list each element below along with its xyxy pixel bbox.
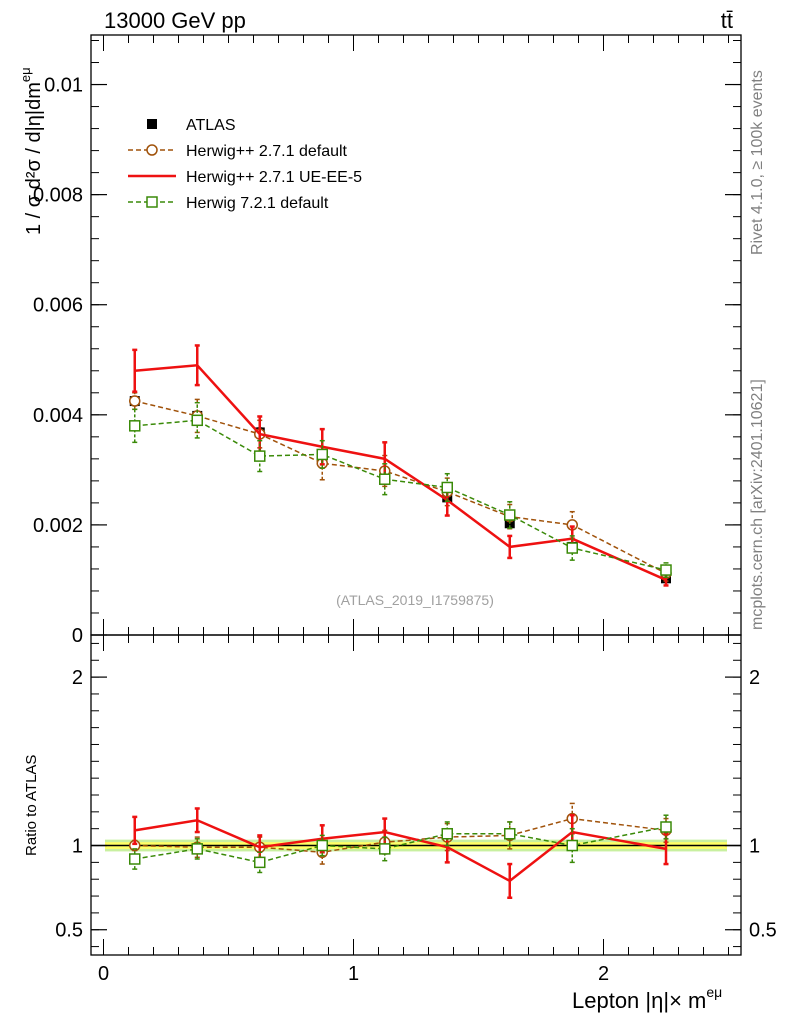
ratio-y-tick-label-right: 0.5 <box>749 920 777 942</box>
main-ylabel: 1 / σ d²σ / d|η|dmeμ <box>18 67 45 235</box>
data-point <box>316 448 328 461</box>
process-label: tt̄ <box>721 8 733 33</box>
legend-item-herwig-7-2-1-default: Herwig 7.2.1 default <box>128 195 329 212</box>
rivet-label: Rivet 4.1.0, ≥ 100k events <box>749 70 766 255</box>
data-point <box>191 414 203 427</box>
x-tick-label: 1 <box>348 963 359 985</box>
ratio-panel: 0.5 0.5 1 1 2 2 0 1 2 <box>55 634 777 985</box>
data-point <box>504 509 516 521</box>
data-point <box>129 853 141 865</box>
x-tick-label: 0 <box>98 963 109 985</box>
data-point <box>566 839 578 852</box>
ratio-y-tick-label: 1 <box>72 836 83 858</box>
analysis-id: (ATLAS_2019_I1759875) <box>336 592 494 608</box>
legend-label: Herwig++ 2.7.1 default <box>186 143 348 160</box>
legend-marker <box>147 119 157 129</box>
series-line <box>134 363 667 582</box>
main-y-tick-label: 0.004 <box>33 405 83 427</box>
legend-label: Herwig 7.2.1 default <box>186 195 329 212</box>
main-axis-ticks: 0 0.002 0.004 0.006 0.008 0.01 <box>33 35 741 647</box>
mcplots-label: mcplots.cern.ch [arXiv:2401.10621] <box>749 379 766 630</box>
data-point <box>254 450 266 462</box>
data-point <box>660 821 672 833</box>
main-panel: 0 0.002 0.004 0.006 0.008 0.01 <box>33 34 742 647</box>
ratio-axis-ticks: 0.5 0.5 1 1 2 2 0 1 2 <box>55 635 777 985</box>
data-point <box>191 843 203 855</box>
main-ylabel-group: 1 / σ d²σ / d|η|dmeμ <box>18 67 45 235</box>
series-line <box>134 818 667 883</box>
data-point <box>660 564 672 576</box>
data-point <box>441 827 453 840</box>
legend: ATLAS Herwig++ 2.7.1 default Herwig++ 2.7.… <box>128 117 362 212</box>
series-line <box>134 400 667 575</box>
ratio-series-herwig-7-2-1-default <box>129 814 672 874</box>
ratio-series-herwig-2-7-1-ue-ee-5 <box>132 807 669 899</box>
data-point <box>504 827 516 840</box>
series-line <box>134 826 667 864</box>
data-point <box>566 542 578 554</box>
x-axis-label: Lepton |η|× meμ <box>572 984 722 1013</box>
ratio-y-tick-label-right: 1 <box>749 836 760 858</box>
main-series-atlas <box>129 395 671 584</box>
data-point <box>379 473 391 485</box>
data-point <box>129 395 141 407</box>
ratio-y-tick-label: 2 <box>72 667 83 689</box>
main-y-tick-label: 0.01 <box>44 75 83 97</box>
ratio-series-herwig-2-7-1-default <box>129 802 672 865</box>
data-point <box>379 843 391 855</box>
main-y-tick-label: 0.006 <box>33 295 83 317</box>
ratio-y-tick-label: 0.5 <box>55 920 83 942</box>
ratio-ylabel: Ratio to ATLAS <box>23 755 40 856</box>
ratio-y-tick-label-right: 2 <box>749 667 760 689</box>
main-series-herwig-2-7-1-ue-ee-5 <box>132 344 669 587</box>
data-point <box>254 856 266 869</box>
legend-item-herwig-2-7-1-ue-ee-5: Herwig++ 2.7.1 UE-EE-5 <box>128 169 362 186</box>
x-tick-label: 2 <box>598 963 609 985</box>
data-point <box>441 481 453 494</box>
legend-marker <box>146 196 158 208</box>
ratio-series-layer <box>129 802 672 899</box>
energy-label: 13000 GeV pp <box>104 8 246 33</box>
main-series-layer <box>129 344 672 587</box>
main-y-tick-label: 0.008 <box>33 185 83 207</box>
legend-item-atlas: ATLAS <box>147 117 236 134</box>
legend-label: Herwig++ 2.7.1 UE-EE-5 <box>186 169 362 186</box>
data-point <box>129 420 141 432</box>
data-point <box>316 839 328 852</box>
legend-marker <box>146 144 158 156</box>
ratio-frame <box>90 634 742 956</box>
main-y-tick-label: 0.002 <box>33 515 83 537</box>
legend-item-herwig-2-7-1-default: Herwig++ 2.7.1 default <box>128 143 348 160</box>
series-line <box>134 419 667 571</box>
main-series-herwig-7-2-1-default <box>129 401 672 578</box>
main-y-tick-label: 0 <box>72 625 83 647</box>
legend-label: ATLAS <box>186 117 236 134</box>
